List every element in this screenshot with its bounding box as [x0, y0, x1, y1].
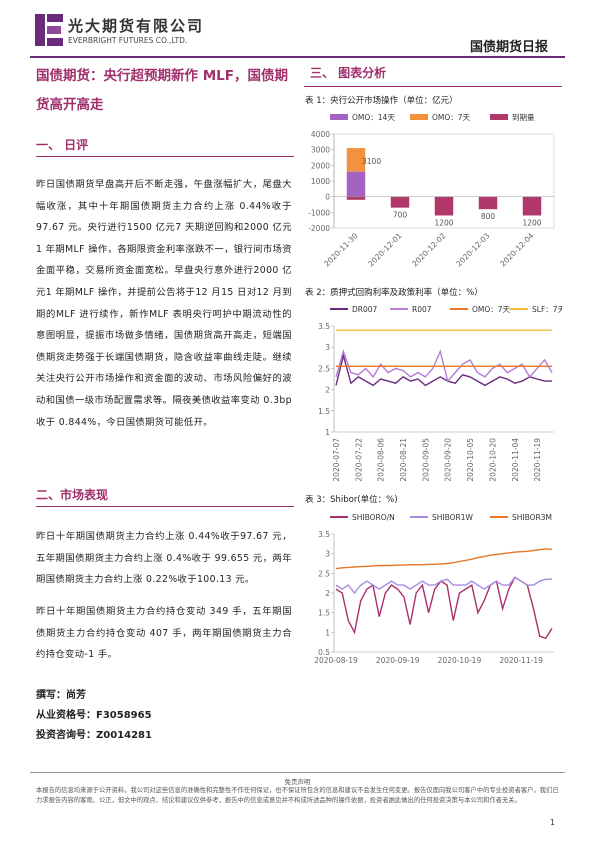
author: 投资咨询号：Z0014281 — [36, 730, 152, 741]
x-tick-label: 2020-10-19 — [438, 656, 482, 665]
x-tick-label: 2020-12-01 — [366, 231, 403, 268]
x-tick-label: 2020-08-06 — [377, 438, 386, 482]
heading-rule — [36, 156, 294, 157]
section-heading: 三、 图表分析 — [310, 66, 387, 80]
x-tick-label: 2020-08-19 — [314, 656, 358, 665]
legend-label: SHIBORO/N — [352, 513, 395, 522]
title: 国债期货：央行超预期新作 MLF，国债期货高开高走 — [36, 68, 288, 113]
y-tick-label: 1.5 — [318, 609, 330, 618]
y-tick-label: 3 — [325, 343, 330, 352]
legend-label: DR007 — [352, 305, 378, 314]
x-tick-label: 2020-10-20 — [488, 438, 497, 482]
x-tick-label: 2020-07-22 — [354, 438, 363, 482]
heading-rule — [304, 86, 562, 87]
author: 从业资格号：F3058965 — [36, 710, 152, 721]
paragraph: 昨日国债期货早盘高开后不断走强，午盘涨幅扩大，尾盘大幅收涨，其中十年期国债期货主… — [36, 179, 292, 428]
x-tick-label: 2020-12-04 — [498, 231, 535, 268]
chart: 0.5 1 1.5 2 2.5 3 3.5 SHIBORO/N SHIBOR1W SHIBOR3M… — [314, 513, 554, 665]
y-tick-label: -2000 — [308, 224, 330, 233]
x-tick-label: 2020-09-05 — [421, 438, 430, 482]
y-tick-label: 2.5 — [318, 569, 330, 578]
x-tick-label: 2020-11-30 — [322, 231, 359, 268]
section-heading: 一、 日评 — [36, 138, 89, 152]
y-tick-label: 0.5 — [318, 648, 330, 657]
logo-icon — [35, 14, 63, 46]
series-line — [335, 352, 552, 387]
bar — [346, 171, 366, 197]
data-label: 1200 — [522, 218, 541, 227]
legend-swatch — [330, 114, 348, 120]
x-tick-label: 2020-10-05 — [466, 438, 475, 482]
chart: -2000 -1000 0 1000 2000 3000 4000 OMO：14天 OMO：7天… — [308, 113, 555, 268]
disclaimer-title: 免责声明 — [284, 778, 311, 786]
legend-label: OMO：14天 — [352, 113, 395, 122]
y-tick-label: -1000 — [308, 208, 330, 217]
bar — [346, 196, 366, 200]
x-tick-label: 2020-12-02 — [410, 231, 447, 268]
paragraph: 昨日十年期国债期货主力合约上涨 0.44%收于97.67 元，五年期国债期货主力… — [36, 531, 292, 586]
legend-label: OMO：7天 — [432, 113, 471, 122]
y-tick-label: 1 — [325, 428, 330, 437]
x-tick-label: 2020-11-19 — [499, 656, 543, 665]
x-tick-label: 2020-12-03 — [454, 231, 491, 268]
y-tick-label: 2 — [325, 589, 330, 598]
header-rule — [30, 56, 565, 58]
data-label: 1200 — [434, 218, 453, 227]
x-tick-label: 2020-11-04 — [511, 438, 520, 482]
y-tick-label: 1 — [325, 628, 330, 637]
company-en: EVERBRIGHT FUTURES CO.,LTD. — [68, 36, 188, 45]
bar — [434, 196, 454, 216]
bar — [390, 196, 410, 208]
author: 撰写：尚芳 — [36, 690, 86, 701]
report-name: 国债期货日报 — [470, 40, 549, 55]
y-tick-label: 1.5 — [318, 407, 330, 416]
y-tick-label: 0 — [325, 193, 330, 202]
data-label: 800 — [481, 212, 496, 221]
x-tick-label: 2020-09-19 — [376, 656, 420, 665]
x-tick-label: 2020-11-19 — [533, 438, 542, 482]
y-tick-label: 1000 — [311, 177, 330, 186]
series-line — [335, 548, 553, 570]
page-number: 1 — [550, 818, 556, 827]
author-block: 撰写：尚芳 从业资格号：F3058965 投资咨询号：Z0014281 — [36, 686, 152, 746]
legend-label: SHIBOR3M — [512, 513, 552, 522]
y-tick-label: 2000 — [311, 161, 330, 170]
x-tick-label: 2020-08-21 — [399, 438, 408, 482]
section-heading: 二、市场表现 — [36, 488, 109, 502]
legend-swatch — [410, 114, 428, 120]
chart: 1 1.5 2 2.5 3 3.5 DR007 R007 OMO：7天 SLF：7天 2020-07… — [318, 305, 562, 482]
x-tick-label: 2020-09-20 — [444, 438, 453, 482]
series-line — [335, 576, 552, 595]
y-tick-label: 3.5 — [318, 322, 330, 331]
y-tick-label: 3 — [325, 550, 330, 559]
chart-title: 表 3：Shibor(单位：%) — [305, 495, 398, 505]
heading-rule — [36, 506, 294, 507]
legend-swatch — [490, 114, 508, 120]
footer-rule — [30, 772, 565, 773]
disclaimer: 本报告的信息均来源于公开资料，我公司对这些信息的准确性和完整性不作任何保证，也不… — [36, 787, 559, 804]
y-tick-label: 3000 — [311, 146, 330, 155]
data-label: 700 — [393, 211, 408, 220]
annotation: 3100 — [362, 157, 381, 166]
chart-title: 表 2：质押式回购利率及政策利率（单位：%） — [305, 288, 483, 298]
legend-label: SHIBOR1W — [432, 513, 474, 522]
bar — [478, 196, 498, 210]
bar — [346, 148, 366, 172]
y-tick-label: 4000 — [311, 130, 330, 139]
legend-label: SLF：7天 — [532, 305, 562, 314]
chart-title: 表 1：央行公开市场操作（单位：亿元） — [305, 96, 458, 106]
y-tick-label: 3.5 — [318, 530, 330, 539]
series-line — [335, 576, 553, 640]
bar — [522, 196, 542, 216]
legend-label: OMO：7天 — [472, 305, 511, 314]
y-tick-label: 2.5 — [318, 364, 330, 373]
legend-label: 到期量 — [512, 113, 535, 122]
legend-label: R007 — [412, 305, 432, 314]
x-tick-label: 2020-07-07 — [332, 438, 341, 482]
y-tick-label: 2 — [325, 386, 330, 395]
company-cn: 光大期货有限公司 — [68, 17, 205, 35]
paragraph: 昨日十年期国债期货主力合约持仓变动 349 手，五年期国债期货主力合约持仓变动 … — [36, 606, 292, 661]
